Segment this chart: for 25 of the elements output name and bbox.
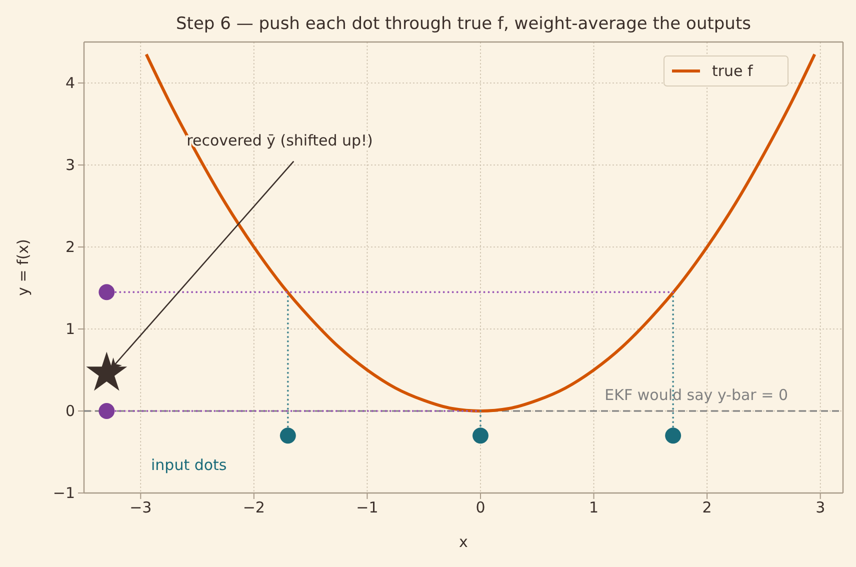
point	[98, 403, 115, 419]
y-tick-label: 2	[65, 238, 75, 256]
point	[665, 428, 682, 444]
x-tick-label: −2	[242, 498, 265, 517]
chart-title: Step 6 — push each dot through true f, weight-average the outputs	[176, 14, 752, 34]
x-tick-label: 0	[476, 498, 486, 517]
point	[280, 428, 296, 444]
y-tick-label: 4	[65, 74, 75, 92]
point	[98, 284, 115, 300]
x-tick-label: 2	[702, 498, 712, 517]
y-tick-label: 0	[65, 402, 75, 420]
line-series	[144, 52, 816, 412]
ref-line-label: EKF would say y-bar = 0	[604, 386, 788, 404]
x-tick-label: 3	[816, 498, 826, 517]
x-tick-label: −1	[356, 498, 378, 517]
x-tick-label: 1	[589, 498, 599, 517]
y-tick-label: 3	[65, 156, 75, 174]
y-tick-label: 1	[65, 320, 75, 338]
legend-label: true f	[712, 62, 754, 80]
y-axis-title: y = f(x)	[14, 239, 32, 296]
annotation: input dots	[151, 456, 227, 474]
point	[472, 428, 488, 444]
y-tick-label: −1	[52, 484, 75, 502]
x-axis-title: x	[459, 533, 468, 551]
x-tick-label: −3	[130, 498, 152, 517]
